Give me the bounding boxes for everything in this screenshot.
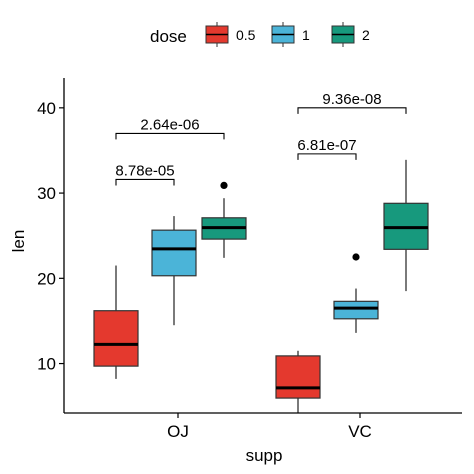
legend-label: 2 [362, 27, 370, 43]
comparison-bracket: 8.78e-05 [115, 162, 175, 186]
bracket-line [115, 178, 175, 186]
comparison-bracket: 6.81e-07 [297, 137, 357, 160]
y-axis-title: len [9, 230, 28, 253]
comparison-bracket: 2.64e-06 [115, 116, 225, 140]
box-1-VC [333, 253, 379, 333]
comparison-bracket: 9.36e-08 [297, 91, 407, 114]
box-iqr [333, 300, 379, 320]
legend-entry-1: 1 [271, 22, 310, 47]
legend-label: 0.5 [236, 27, 256, 43]
p-value-label: 6.81e-07 [297, 137, 356, 154]
x-tick-label: OJ [167, 422, 189, 441]
box-iqr [275, 355, 321, 399]
y-tick-label: 20 [37, 269, 56, 288]
y-tick-label: 10 [37, 355, 56, 374]
bracket-line [297, 107, 407, 114]
outlier-point [352, 253, 360, 261]
box-2-OJ [201, 181, 247, 258]
y-tick-label: 30 [37, 184, 56, 203]
box-1-OJ [151, 216, 197, 326]
x-axis-title: supp [246, 446, 283, 465]
legend-entry-2: 2 [331, 22, 370, 47]
legend-title: dose [150, 27, 187, 46]
y-tick-label: 40 [37, 99, 56, 118]
legend-entry-0.5: 0.5 [205, 22, 256, 47]
p-value-label: 2.64e-06 [140, 116, 199, 133]
p-value-label: 8.78e-05 [115, 162, 174, 179]
box-0.5-OJ [93, 265, 139, 379]
plot-area: 8.78e-05 2.64e-06 6.81e-07 9.36e-08 [93, 91, 429, 413]
bracket-line [297, 153, 357, 160]
legend: dose 0.5 1 2 [150, 22, 370, 47]
p-value-label: 9.36e-08 [322, 91, 381, 108]
x-tick-label: VC [348, 422, 372, 441]
axes: supp len 10 20 30 40 OJ VC [9, 78, 462, 465]
bracket-line [115, 132, 225, 140]
box-0.5-VC [275, 350, 321, 413]
box-iqr [151, 229, 197, 277]
box-2-VC [383, 159, 429, 292]
legend-label: 1 [302, 27, 310, 43]
box-iqr [93, 310, 139, 367]
outlier-point [220, 181, 228, 190]
